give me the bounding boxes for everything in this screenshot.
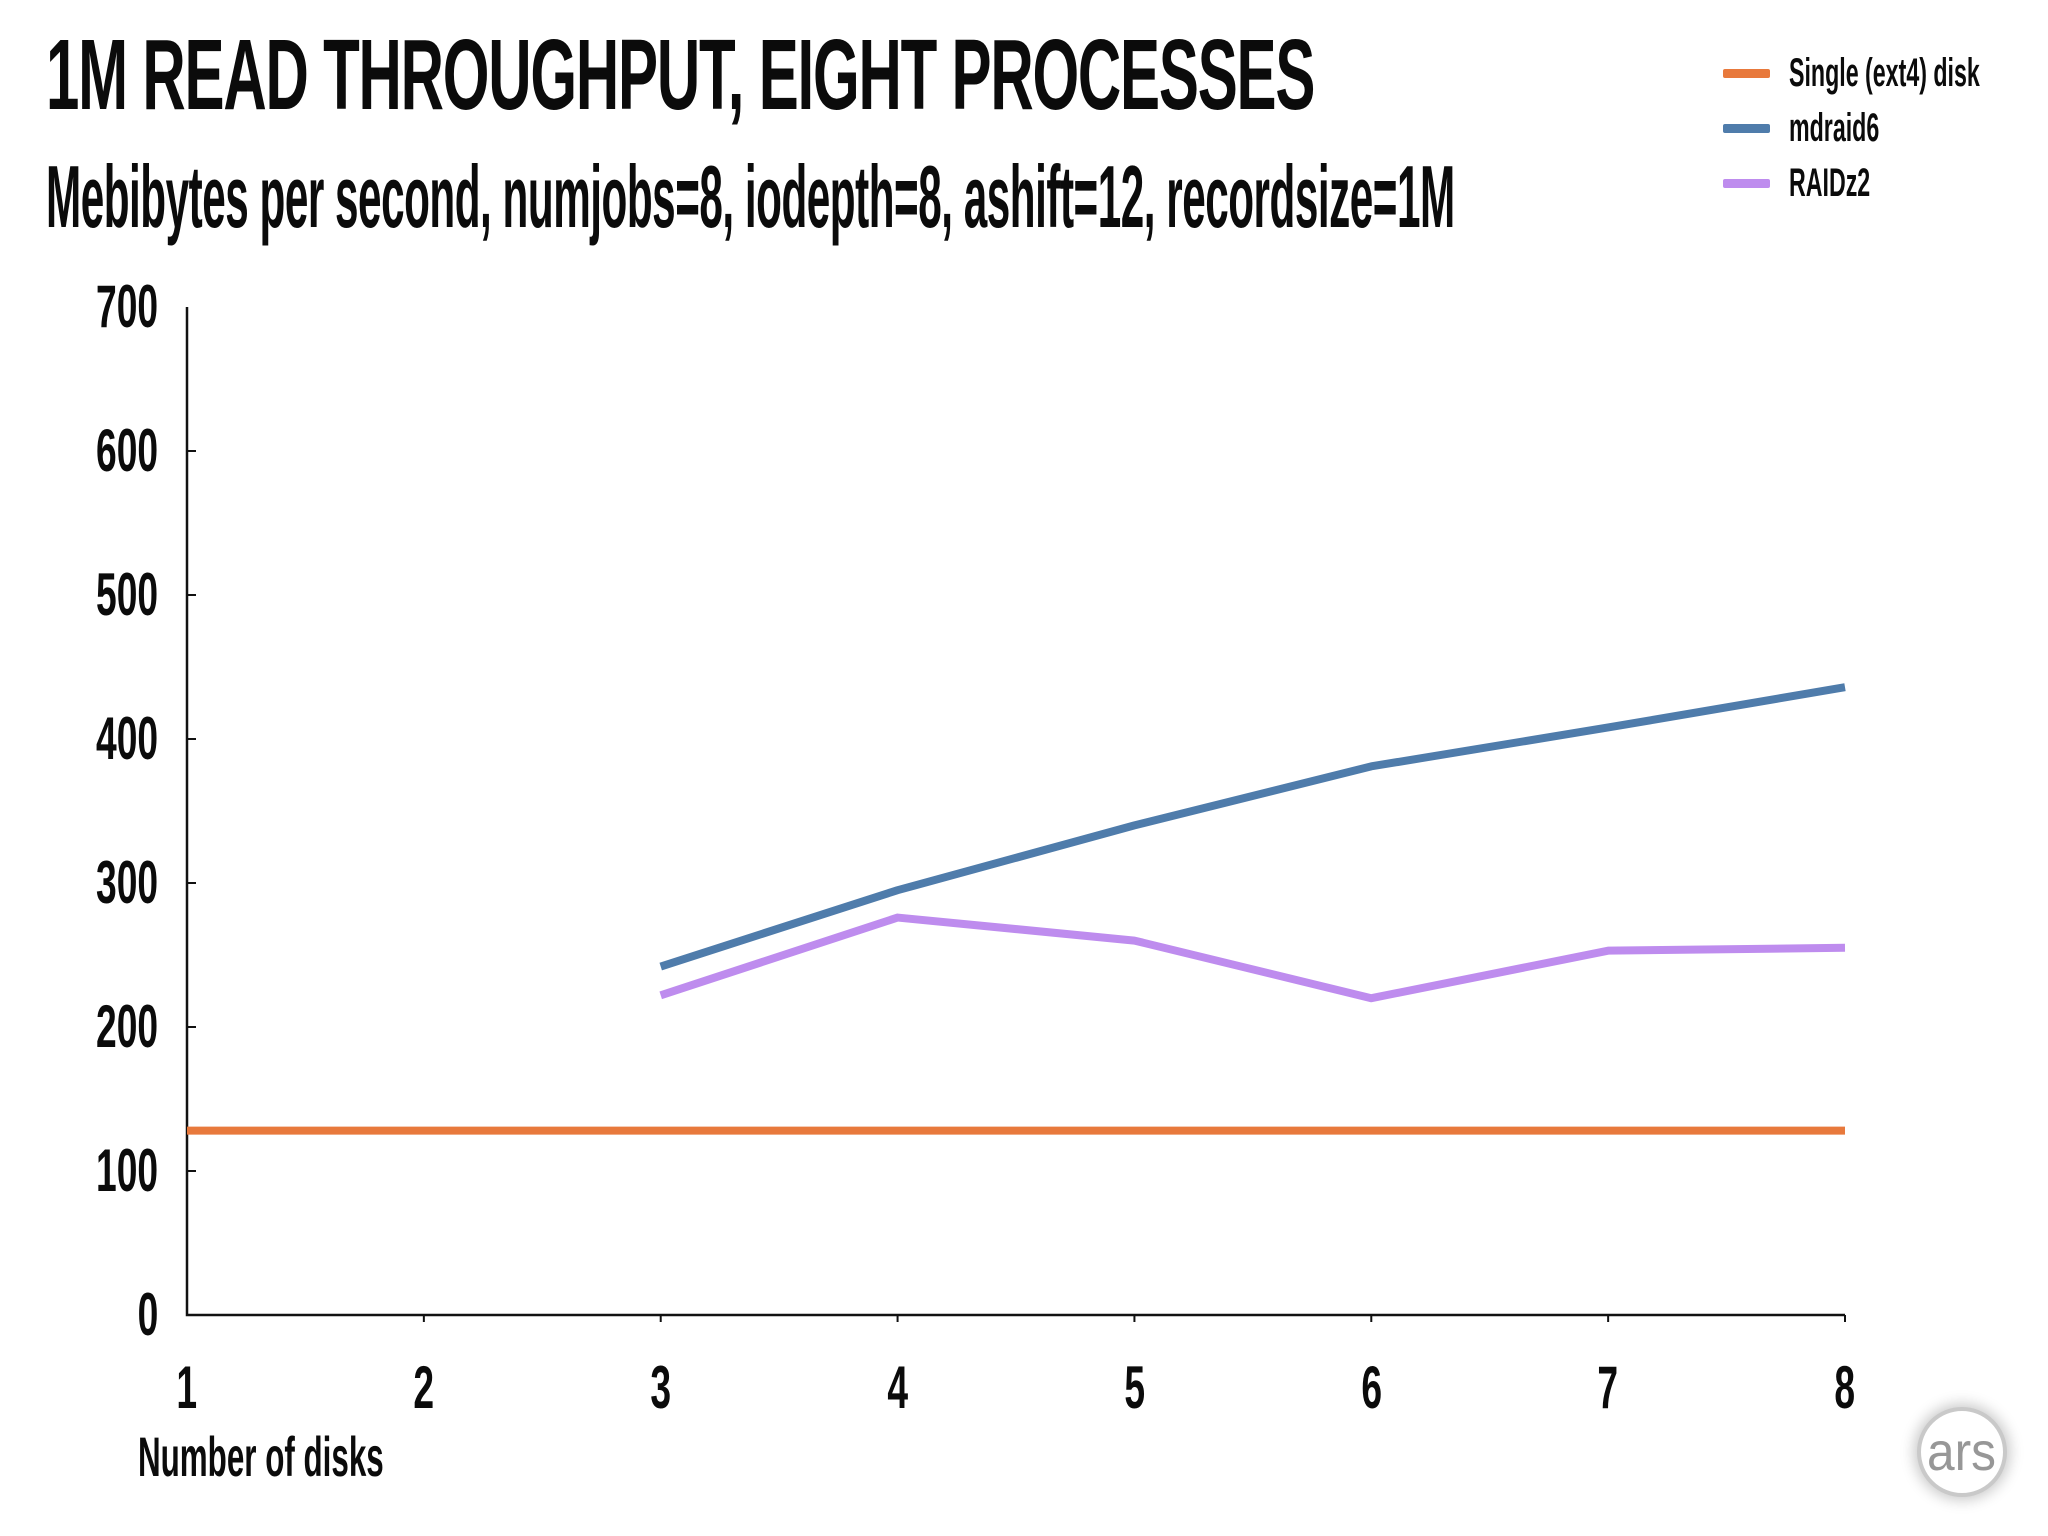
ars-logo-text: ars	[1927, 1422, 1997, 1482]
legend-swatch-mdraid6	[1723, 123, 1770, 133]
legend-swatch-single-ext4-disk	[1723, 68, 1770, 78]
series-line-mdraid6	[659, 683, 1846, 971]
legend-item-mdraid6: mdraid6	[1723, 103, 2048, 153]
x-tick-label-text: 6	[1360, 1354, 1382, 1421]
x-tick-label: 4	[838, 1356, 958, 1420]
legend: Single (ext4) disk mdraid6 RAIDz2	[1723, 48, 2048, 213]
x-axis-title-text: Number of disks	[138, 1425, 384, 1488]
legend-item-single-ext4-disk: Single (ext4) disk	[1723, 48, 2048, 98]
x-tick-label-text: 1	[176, 1354, 198, 1421]
y-tick-label: 300	[0, 851, 158, 915]
y-tick-label: 400	[0, 707, 158, 771]
legend-label: mdraid6	[1789, 106, 1945, 151]
chart-title: 1M READ THROUGHPUT, EIGHT PROCESSES	[46, 18, 2048, 133]
x-tick-label: 7	[1548, 1356, 1668, 1420]
x-tick-label-text: 4	[887, 1354, 908, 1421]
legend-label: RAIDz2	[1789, 161, 1929, 206]
y-tick-label-text: 0	[137, 1281, 158, 1348]
legend-item-raidz2: RAIDz2	[1723, 158, 2048, 208]
axis-spines	[185, 307, 1845, 1317]
legend-label: Single (ext4) disk	[1789, 51, 2048, 96]
x-tick-label-text: 2	[413, 1354, 435, 1421]
x-tick-label: 6	[1311, 1356, 1431, 1420]
ars-logo: ars	[1917, 1407, 2007, 1497]
y-tick-label-text: 300	[95, 849, 158, 916]
legend-label-text: Single (ext4) disk	[1789, 50, 1980, 95]
y-tick-label-text: 600	[95, 417, 158, 484]
y-tick-label-text: 200	[95, 993, 158, 1060]
x-tick-label-text: 3	[650, 1354, 672, 1421]
legend-swatch-raidz2	[1723, 178, 1770, 188]
y-tick-label: 600	[0, 419, 158, 483]
x-tick-label-text: 5	[1124, 1354, 1145, 1421]
legend-label-text: RAIDz2	[1789, 160, 1871, 205]
chart-subtitle: Mebibytes per second, numjobs=8, iodepth…	[46, 146, 2048, 248]
y-tick-label-text: 500	[95, 561, 158, 628]
y-tick-label: 700	[0, 275, 158, 339]
x-tick-label: 1	[127, 1356, 247, 1420]
series-line-raidz2	[659, 913, 1846, 1003]
x-tick-label: 8	[1785, 1356, 1905, 1420]
y-tick-label-text: 100	[95, 1137, 158, 1204]
x-tick-label-text: 8	[1834, 1354, 1856, 1421]
y-tick-label-text: 700	[95, 273, 158, 340]
x-tick-label: 3	[601, 1356, 721, 1420]
y-tick-label: 500	[0, 563, 158, 627]
chart-subtitle-text: Mebibytes per second, numjobs=8, iodepth…	[46, 147, 1455, 246]
x-tick-label: 2	[364, 1356, 484, 1420]
chart-title-text: 1M READ THROUGHPUT, EIGHT PROCESSES	[46, 19, 1315, 131]
x-tick-label-text: 7	[1597, 1354, 1619, 1421]
x-axis-title: Number of disks	[138, 1424, 577, 1489]
x-tick-label: 5	[1074, 1356, 1194, 1420]
y-tick-label: 100	[0, 1139, 158, 1203]
y-tick-label-text: 400	[95, 705, 158, 772]
legend-label-text: mdraid6	[1789, 105, 1880, 150]
y-tick-label: 200	[0, 995, 158, 1059]
y-tick-label: 0	[0, 1283, 158, 1347]
